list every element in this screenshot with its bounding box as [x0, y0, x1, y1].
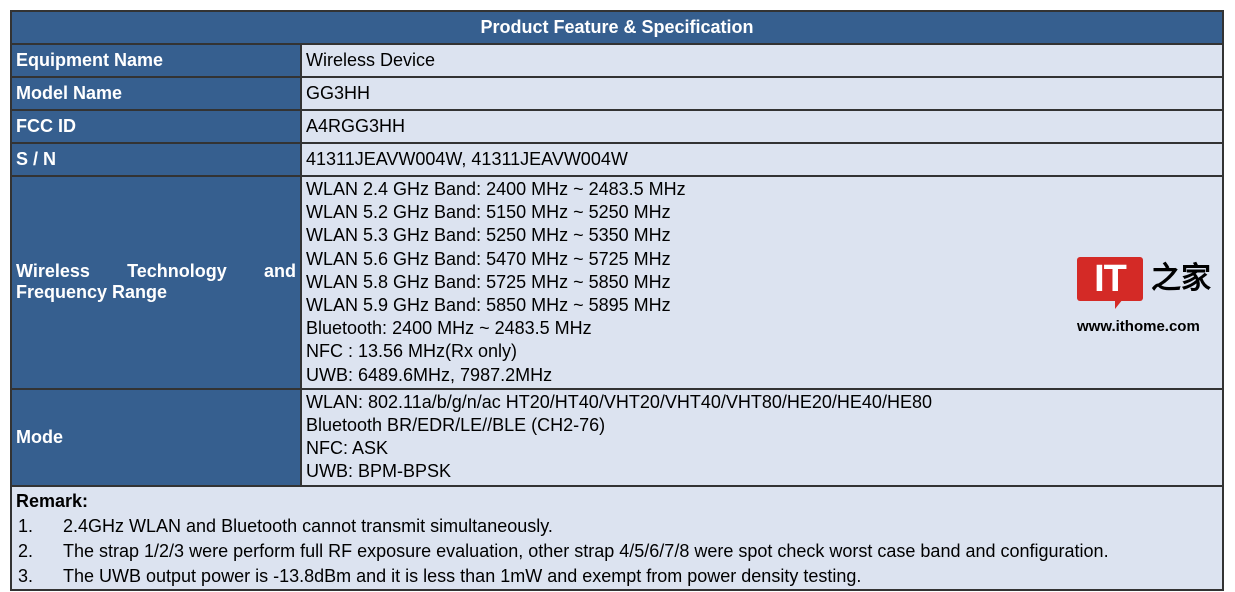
row-label: Equipment Name [10, 43, 302, 78]
it-logo-icon: IT [1077, 257, 1143, 301]
row-value: 41311JEAVW004W, 41311JEAVW004W [300, 142, 1224, 177]
table-row: Mode WLAN: 802.11a/b/g/n/ac HT20/HT40/VH… [10, 387, 1224, 487]
value-line: UWB: 6489.6MHz, 7987.2MHz [306, 364, 553, 385]
table-title: Product Feature & Specification [10, 10, 1224, 45]
row-value: A4RGG3HH [300, 109, 1224, 144]
value-line: Bluetooth: 2400 MHz ~ 2483.5 MHz [306, 318, 592, 339]
remark-num: 1. [18, 515, 34, 536]
remark-row: Remark: 1. 2.4GHz WLAN and Bluetooth cann… [10, 484, 1224, 591]
row-value: WLAN 2.4 GHz Band: 2400 MHz ~ 2483.5 MHz… [300, 175, 1224, 390]
table-row: S / N 41311JEAVW004W, 41311JEAVW004W [10, 142, 1224, 177]
table-row: Equipment Name Wireless Device [10, 43, 1224, 78]
ithome-watermark: IT 之家 www.ithome.com [1077, 257, 1222, 337]
row-label: Mode [10, 387, 302, 487]
row-label: FCC ID [10, 109, 302, 144]
remark-title: Remark: [16, 490, 89, 511]
value-line: WLAN: 802.11a/b/g/n/ac HT20/HT40/VHT20/V… [306, 391, 932, 412]
table-row: Wireless Technology and Frequency Range W… [10, 175, 1224, 390]
value-line: WLAN 5.6 GHz Band: 5470 MHz ~ 5725 MHz [306, 248, 671, 269]
remark-text: The UWB output power is -13.8dBm and it … [63, 565, 862, 586]
remark-item: 1. 2.4GHz WLAN and Bluetooth cannot trans… [16, 514, 1218, 539]
row-label: Model Name [10, 76, 302, 111]
row-value: WLAN: 802.11a/b/g/n/ac HT20/HT40/VHT20/V… [300, 387, 1224, 487]
row-value: Wireless Device [300, 43, 1224, 78]
remark-item: 3. The UWB output power is -13.8dBm and i… [16, 564, 1218, 589]
remark-text: The strap 1/2/3 were perform full RF exp… [63, 540, 1109, 561]
logo-tail [1115, 299, 1123, 309]
value-line: Bluetooth BR/EDR/LE//BLE (CH2-76) [306, 415, 606, 436]
remark-cell: Remark: 1. 2.4GHz WLAN and Bluetooth cann… [10, 484, 1224, 591]
logo-chinese-text: 之家 [1151, 261, 1211, 296]
remark-item: 2. The strap 1/2/3 were perform full RF e… [16, 539, 1218, 564]
watermark-url: www.ithome.com [1077, 318, 1200, 335]
value-line: WLAN 2.4 GHz Band: 2400 MHz ~ 2483.5 MHz [306, 179, 686, 199]
remark-text: 2.4GHz WLAN and Bluetooth cannot transmi… [63, 515, 553, 536]
value-line: NFC : 13.56 MHz(Rx only) [306, 341, 518, 362]
label-line: Frequency Range [16, 282, 168, 303]
value-line: UWB: BPM-BPSK [306, 461, 452, 482]
row-label: S / N [10, 142, 302, 177]
value-line: WLAN 5.3 GHz Band: 5250 MHz ~ 5350 MHz [306, 225, 671, 246]
value-line: WLAN 5.2 GHz Band: 5150 MHz ~ 5250 MHz [306, 202, 671, 223]
label-line: Wireless Technology and [16, 261, 296, 282]
row-label: Wireless Technology and Frequency Range [10, 175, 302, 390]
row-value: GG3HH [300, 76, 1224, 111]
table-row: Model Name GG3HH [10, 76, 1224, 111]
spec-table: Product Feature & Specification Equipmen… [10, 10, 1224, 591]
value-line: NFC: ASK [306, 438, 389, 459]
value-line: WLAN 5.8 GHz Band: 5725 MHz ~ 5850 MHz [306, 271, 671, 292]
table-row: FCC ID A4RGG3HH [10, 109, 1224, 144]
remark-num: 3. [18, 565, 34, 586]
value-line: WLAN 5.9 GHz Band: 5850 MHz ~ 5895 MHz [306, 295, 671, 316]
remark-num: 2. [18, 540, 34, 561]
